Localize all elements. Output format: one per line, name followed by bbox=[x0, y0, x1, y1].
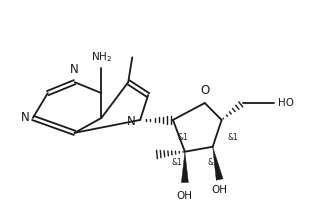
Text: N: N bbox=[21, 111, 29, 124]
Text: OH: OH bbox=[212, 186, 228, 195]
Polygon shape bbox=[181, 152, 188, 183]
Text: NH$_2$: NH$_2$ bbox=[91, 51, 112, 64]
Text: &1: &1 bbox=[171, 158, 182, 167]
Text: &1: &1 bbox=[208, 158, 218, 167]
Polygon shape bbox=[213, 147, 223, 180]
Text: N: N bbox=[127, 115, 135, 128]
Text: &1: &1 bbox=[227, 133, 238, 142]
Text: &1: &1 bbox=[178, 133, 189, 142]
Text: N: N bbox=[70, 63, 79, 76]
Text: HO: HO bbox=[278, 98, 294, 108]
Text: OH: OH bbox=[176, 191, 192, 201]
Text: O: O bbox=[200, 84, 209, 97]
